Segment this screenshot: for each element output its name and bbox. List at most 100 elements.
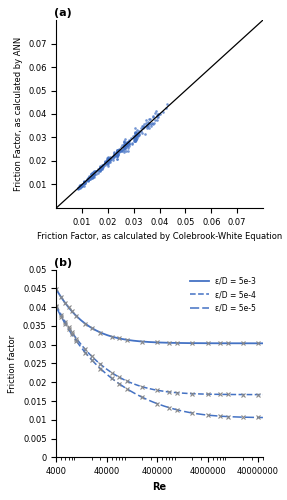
Point — [85, 176, 90, 184]
Point — [111, 152, 116, 160]
Point — [147, 119, 151, 127]
Point — [91, 168, 96, 176]
Point — [93, 167, 97, 175]
Point — [104, 159, 109, 167]
Point — [82, 178, 86, 186]
Point — [115, 149, 119, 157]
Point — [115, 148, 119, 156]
ε/D = 5e-5 — [204, 412, 207, 418]
Point — [117, 147, 121, 155]
ε/D = 5e-4 — [55, 302, 58, 308]
Point — [100, 160, 104, 168]
Point — [133, 136, 138, 144]
Point — [133, 134, 137, 142]
Point — [123, 135, 127, 143]
Point — [122, 142, 126, 150]
Point — [91, 172, 96, 179]
Point — [118, 143, 123, 151]
Text: (a): (a) — [54, 8, 72, 18]
Point — [131, 134, 136, 141]
Point — [97, 166, 101, 174]
Point — [127, 140, 131, 148]
Point — [96, 169, 100, 177]
Point — [108, 155, 113, 163]
Point — [82, 178, 86, 186]
ε/D = 5e-3 — [204, 340, 207, 346]
Point — [97, 163, 102, 171]
Point — [130, 140, 135, 147]
Point — [115, 152, 119, 160]
Point — [117, 145, 121, 153]
Point — [105, 156, 109, 164]
Point — [133, 129, 137, 137]
Point — [105, 157, 109, 165]
Point — [115, 148, 119, 156]
Point — [131, 134, 136, 141]
ε/D = 5e-4 — [136, 382, 140, 388]
Point — [108, 158, 113, 166]
Point — [133, 134, 137, 142]
Legend: ε/D = 5e-3, ε/D = 5e-4, ε/D = 5e-5: ε/D = 5e-3, ε/D = 5e-4, ε/D = 5e-5 — [187, 274, 259, 316]
Point — [90, 172, 95, 179]
Point — [136, 127, 141, 135]
Point — [115, 152, 119, 160]
Point — [133, 134, 137, 141]
Point — [135, 132, 140, 140]
Point — [97, 166, 102, 174]
Point — [105, 156, 110, 164]
Point — [127, 142, 131, 150]
Point — [89, 172, 93, 180]
Point — [119, 146, 123, 154]
Point — [100, 164, 104, 172]
Point — [136, 130, 140, 138]
Point — [129, 134, 134, 142]
Point — [86, 176, 90, 184]
Point — [105, 160, 109, 168]
Point — [90, 174, 95, 182]
X-axis label: Friction Factor, as calculated by Colebrook-White Equation: Friction Factor, as calculated by Colebr… — [37, 232, 282, 241]
Point — [111, 149, 116, 157]
Point — [133, 136, 137, 143]
Point — [116, 150, 120, 158]
Point — [122, 148, 126, 156]
Y-axis label: Friction Factor, as calculated by ANN: Friction Factor, as calculated by ANN — [13, 37, 23, 191]
Point — [125, 141, 130, 149]
Point — [82, 179, 86, 187]
Point — [92, 170, 97, 177]
ε/D = 5e-5 — [205, 412, 208, 418]
Point — [82, 179, 87, 187]
Point — [90, 171, 95, 179]
Point — [133, 128, 138, 136]
Point — [148, 115, 152, 123]
Point — [139, 128, 144, 136]
Point — [133, 131, 137, 139]
Point — [142, 123, 147, 131]
ε/D = 5e-4 — [79, 342, 83, 347]
Point — [90, 172, 94, 180]
Point — [78, 180, 83, 188]
Point — [90, 174, 94, 182]
ε/D = 5e-4 — [122, 376, 125, 382]
Line: ε/D = 5e-3: ε/D = 5e-3 — [56, 290, 263, 344]
Point — [106, 157, 110, 165]
Point — [94, 167, 98, 175]
Point — [76, 184, 80, 192]
Point — [97, 164, 102, 172]
Point — [92, 168, 96, 176]
Point — [79, 182, 83, 190]
Point — [146, 116, 151, 124]
Point — [102, 158, 107, 166]
Point — [86, 176, 90, 184]
Point — [90, 169, 95, 177]
Point — [122, 143, 127, 151]
ε/D = 5e-3 — [205, 340, 208, 346]
Point — [131, 132, 135, 140]
ε/D = 5e-5 — [261, 414, 265, 420]
Point — [121, 145, 125, 153]
Point — [115, 146, 119, 154]
Point — [77, 182, 82, 190]
Point — [116, 150, 121, 158]
Point — [122, 142, 127, 150]
ε/D = 5e-4 — [204, 391, 207, 397]
Point — [122, 144, 126, 152]
